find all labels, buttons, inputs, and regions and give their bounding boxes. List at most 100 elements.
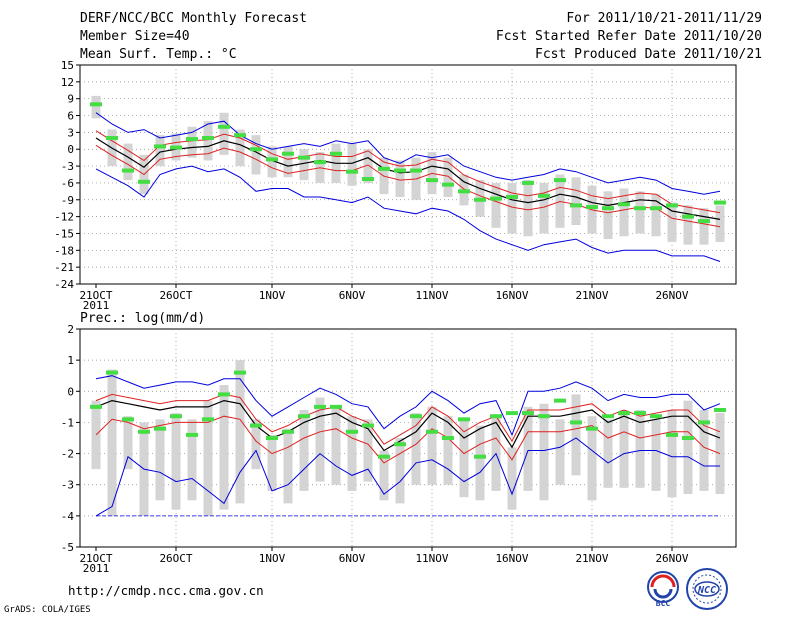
prec-ytick-label: -2 — [61, 448, 74, 461]
temp-obs-point — [106, 136, 118, 140]
prec-obs-point — [106, 370, 118, 375]
temp-ytick-label: -18 — [54, 244, 74, 257]
temp-range-box — [91, 95, 101, 119]
temp-spread-lower-line — [95, 144, 721, 228]
temp-range-box — [187, 126, 197, 158]
temp-obs-point — [138, 179, 150, 184]
prec-ytick-label: 1 — [67, 354, 74, 367]
temp-xtick-label: 21OCT — [79, 289, 112, 302]
temp-ytick-label: -6 — [61, 177, 74, 190]
prec-obs-point — [410, 414, 422, 419]
temp-range-box — [635, 191, 645, 234]
prec-obs-point — [426, 429, 438, 434]
prec-spread-upper-line — [95, 393, 721, 445]
temp-obs-point — [618, 202, 630, 207]
prec-obs-point — [634, 411, 646, 416]
temp-ytick-label: -24 — [54, 278, 74, 291]
ncc-logo: NCC — [686, 568, 728, 610]
prec-range-box — [635, 409, 645, 488]
prec-range-box — [347, 416, 357, 491]
prec-obs-point — [218, 392, 230, 397]
temp-ytick-label: -15 — [54, 227, 74, 240]
temp-range-box — [507, 182, 517, 234]
temp-range-box — [683, 205, 693, 245]
temp-range-box — [571, 177, 581, 226]
temp-obs-point — [410, 168, 422, 173]
temp-ytick-label: -21 — [54, 261, 74, 274]
prec-range-box — [251, 419, 261, 470]
prec-obs-point — [250, 423, 262, 428]
variable-label: Mean Surf. Temp.: °C — [80, 47, 237, 62]
temp-obs-point — [666, 203, 678, 208]
prec-frame — [79, 328, 737, 548]
prec-obs-point — [698, 420, 710, 425]
prec-range-box — [331, 406, 341, 485]
temp-obs-point — [458, 189, 470, 194]
temp-range-box — [715, 205, 725, 242]
prec-obs-point — [458, 417, 470, 422]
temp-obs-point — [170, 145, 182, 150]
prec-obs-point — [138, 429, 150, 434]
prec-obs-point — [666, 432, 678, 437]
temp-ytick-label: -9 — [61, 194, 74, 207]
prec-obs-point — [506, 411, 518, 416]
temp-spread-upper-line — [95, 130, 721, 214]
prec-range-box — [299, 409, 309, 491]
temp-range-box — [603, 191, 613, 240]
prec-obs-point — [554, 398, 566, 403]
prec-ytick-label: 2 — [67, 323, 74, 336]
bcc-logo: BCC — [647, 571, 679, 608]
temp-obs-point — [218, 124, 230, 129]
prec-range-box — [699, 409, 709, 491]
prec-range-box — [555, 419, 565, 485]
temp-mean-line — [95, 137, 721, 220]
prec-obs-point — [442, 436, 454, 440]
bcc-logo-text: BCC — [656, 599, 671, 608]
temp-obs-point — [282, 151, 294, 156]
prec-range-box — [523, 406, 533, 491]
temp-obs-point — [90, 102, 102, 107]
chart-title: DERF/NCC/BCC Monthly Forecast — [80, 11, 307, 26]
temp-ytick-label: 9 — [67, 93, 74, 106]
temp-range-box — [667, 202, 677, 242]
prec-range-box — [395, 438, 405, 504]
temp-obs-point — [202, 136, 214, 140]
prec-range-box — [619, 409, 629, 488]
temp-range-box — [523, 180, 533, 237]
prec-obs-point — [490, 414, 502, 419]
prec-range-box — [203, 400, 213, 516]
prec-obs-point — [314, 404, 326, 409]
prec-range-box — [171, 413, 181, 510]
prec-range-box — [411, 413, 421, 485]
temp-obs-point — [650, 206, 662, 211]
prec-range-box — [235, 360, 245, 504]
forecast-period: For 2011/10/21-2011/11/29 — [566, 11, 762, 26]
temp-obs-point — [506, 194, 518, 199]
prec-ytick-label: -3 — [61, 479, 74, 492]
source-url[interactable]: http://cmdp.ncc.cma.gov.cn — [68, 583, 264, 598]
temp-range-box — [539, 182, 549, 234]
temp-range-box — [235, 129, 245, 167]
prec-obs-point — [330, 404, 342, 409]
temp-obs-point — [570, 203, 582, 208]
prec-obs-point — [170, 414, 182, 419]
temp-ytick-label: -12 — [54, 211, 74, 224]
temp-range-box — [619, 188, 629, 237]
prec-range-box — [667, 409, 677, 498]
prec-range-box — [219, 385, 229, 510]
temp-range-box — [443, 157, 453, 197]
temp-obs-point — [122, 168, 134, 173]
temp-obs-point — [266, 157, 278, 162]
temp-obs-point — [250, 147, 262, 152]
temp-obs-point — [314, 160, 326, 165]
prec-obs-point — [586, 426, 598, 431]
temp-obs-point — [490, 196, 502, 201]
prec-range-box — [683, 400, 693, 495]
prec-range-box — [459, 419, 469, 498]
temp-xtick-label: 16NOV — [495, 289, 528, 302]
prec-obs-point — [650, 414, 662, 419]
prec-range-box — [443, 416, 453, 485]
prec-xtick-label: 21NOV — [575, 552, 608, 565]
prec-range-box — [475, 425, 485, 501]
temp-range-box — [123, 143, 133, 181]
